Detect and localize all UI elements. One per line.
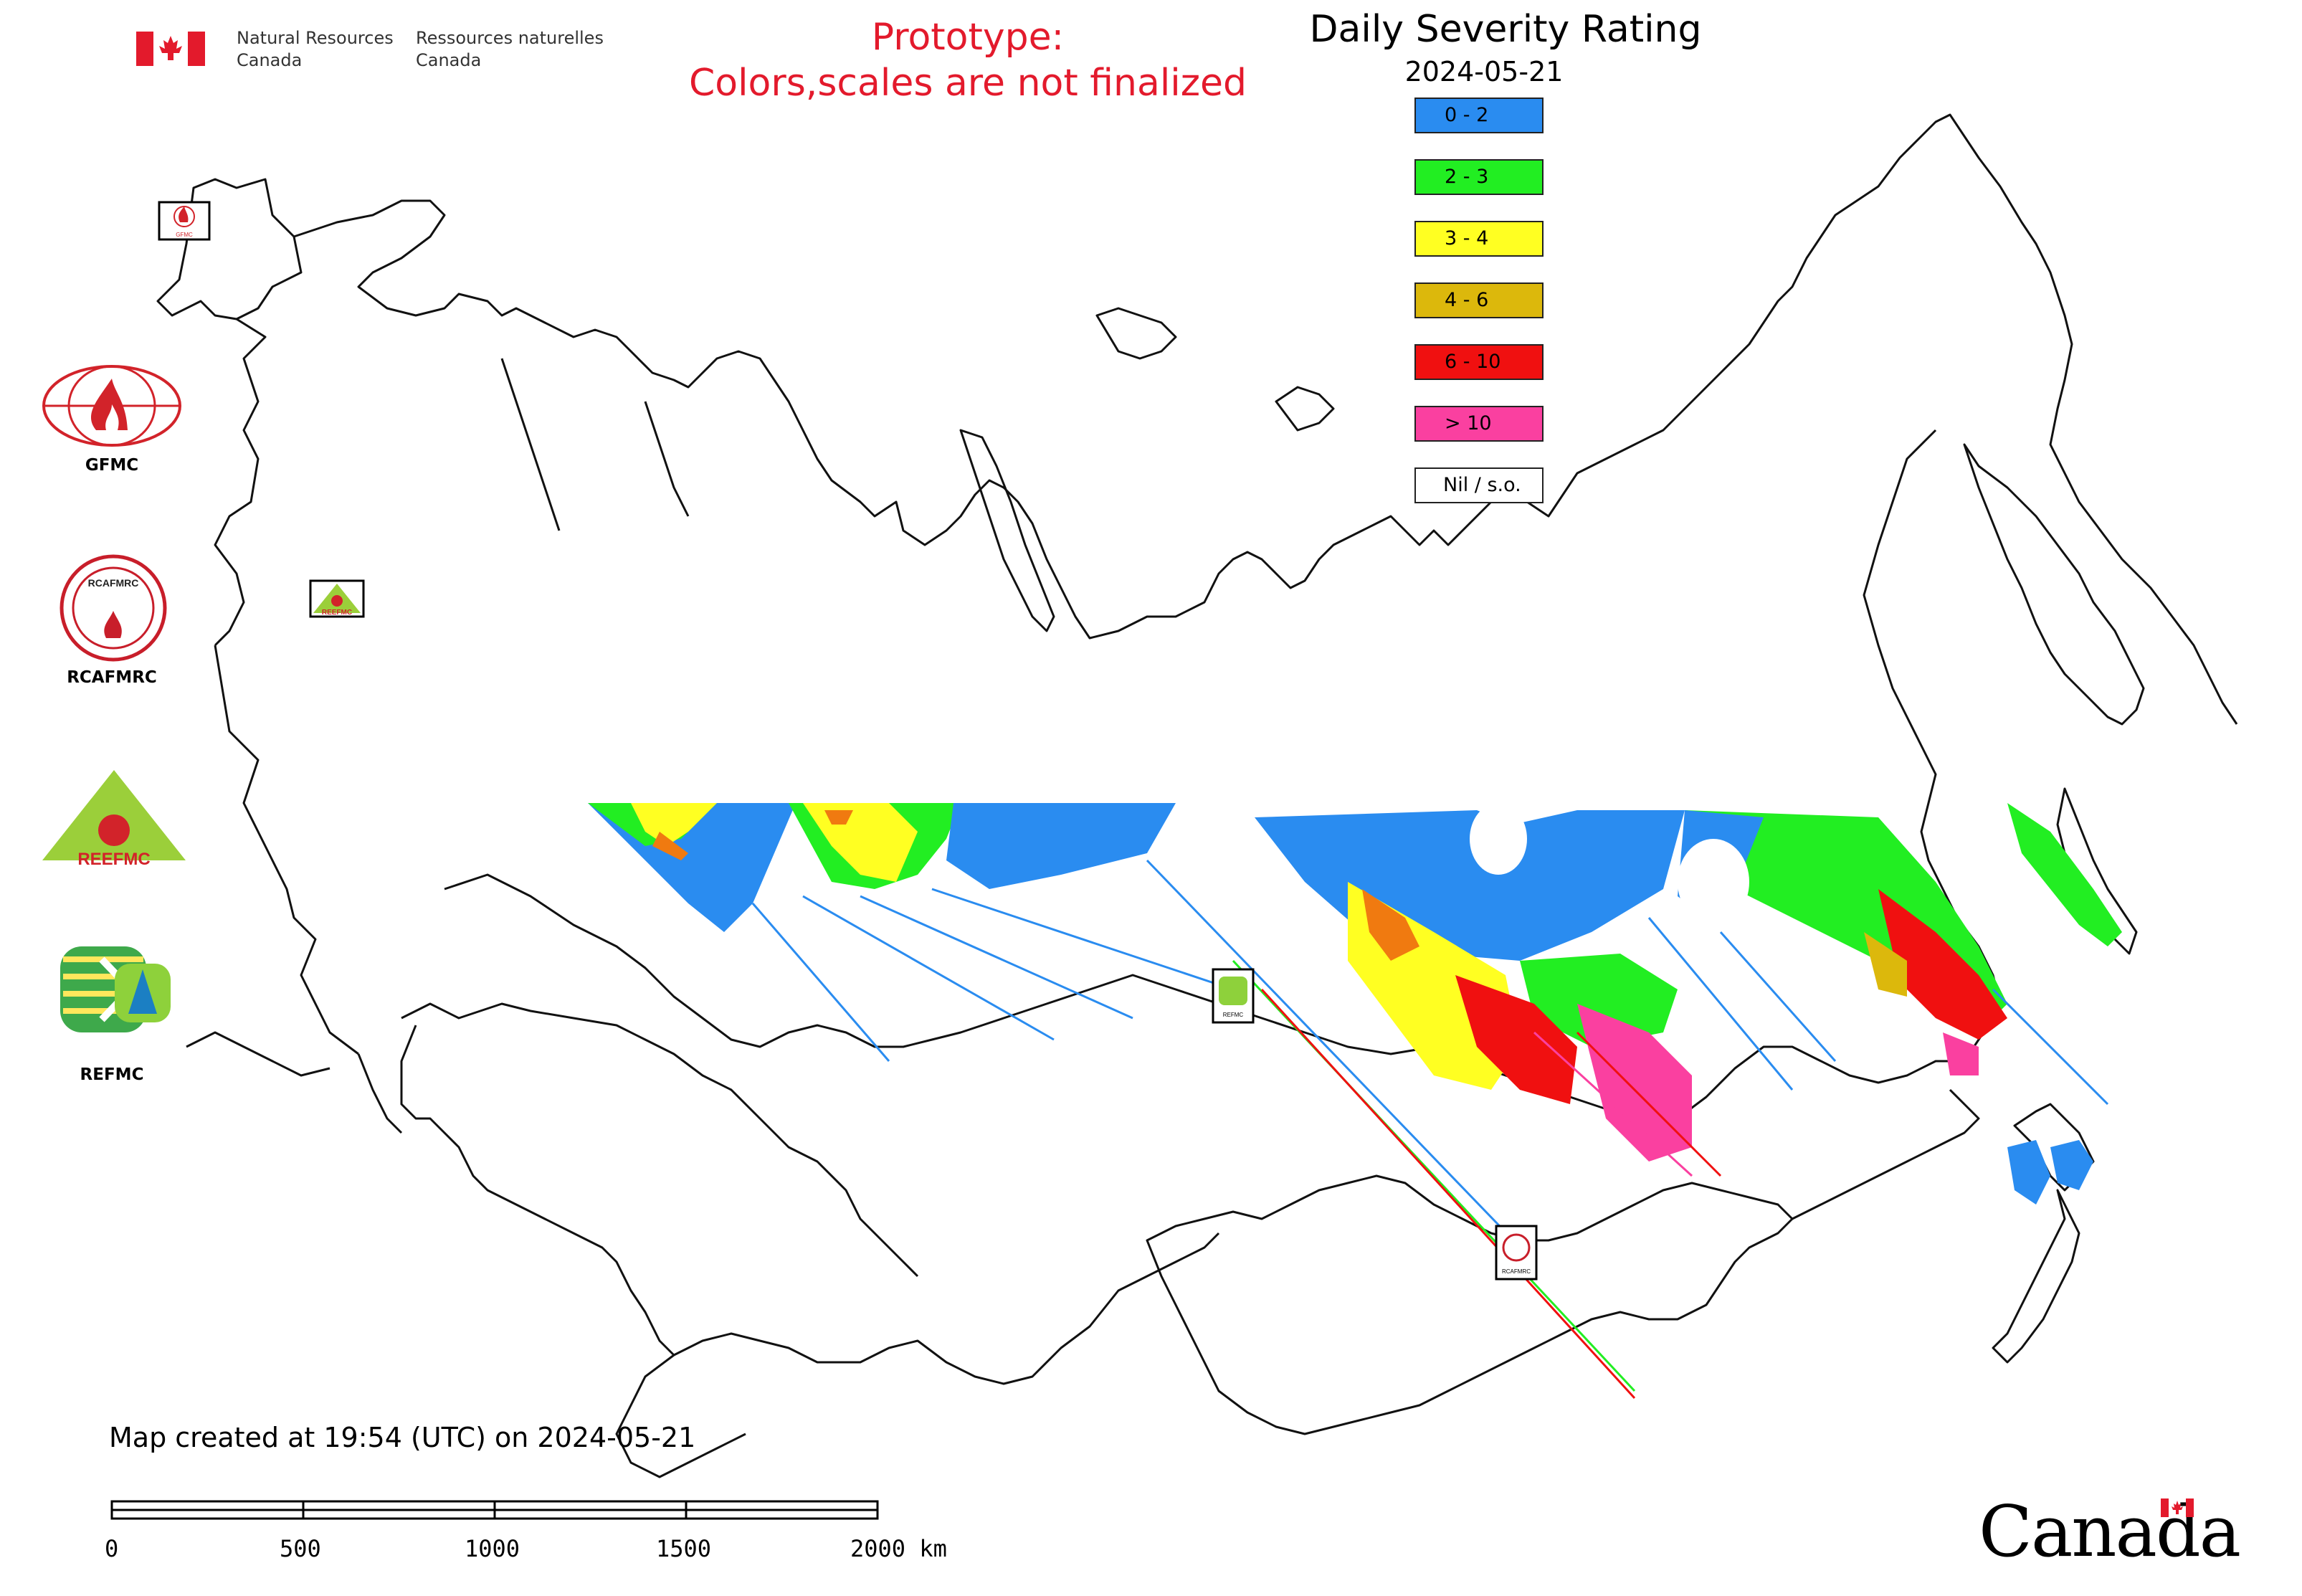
map-logo-refmc[interactable]: REFMC (1212, 968, 1255, 1024)
map-logo-reefmc[interactable]: REEFMC (309, 579, 365, 618)
map-logo-gfmc-label: GFMC (176, 232, 193, 238)
legend-item-gt-10: > 10 (1414, 406, 1544, 442)
reefmc-logo-text: REEFMC (77, 850, 150, 869)
dsr-region-very-high-3 (1362, 889, 1419, 961)
legend-item-2-3: 2 - 3 (1414, 159, 1544, 195)
wordmark-flag-icon (2161, 1498, 2194, 1517)
legend-label: 0 - 2 (1445, 104, 1489, 126)
dsr-region-red-4 (1878, 889, 2007, 1040)
dsr-region-low-2 (946, 803, 1176, 889)
dsr-gap-2 (1678, 839, 1749, 925)
canada-flag-icon (136, 32, 205, 66)
legend-label: Nil / s.o. (1443, 474, 1521, 496)
dsr-region-low-3 (1255, 810, 1685, 961)
refmc-logo-icon[interactable] (59, 945, 172, 1038)
prototype-notice-line2: Colors,scales are not finalized (688, 62, 1247, 105)
refmc-logo-label: REFMC (80, 1065, 144, 1084)
scale-label-0: 0 (105, 1535, 119, 1562)
dsr-region-low-japan-2 (2050, 1140, 2093, 1190)
agency-fr-line1: Ressources naturelles (416, 28, 604, 48)
prototype-notice: Prototype: Colors,scales are not finaliz… (645, 14, 1290, 106)
gfmc-logo-label: GFMC (85, 456, 139, 475)
prototype-notice-line1: Prototype: (871, 16, 1065, 59)
legend-item-4-6: 4 - 6 (1414, 282, 1544, 318)
dsr-region-low-kamchatka (2007, 803, 2122, 946)
agency-name-french: Ressources naturelles Canada (416, 27, 604, 72)
map-logo-rcafmrc-label: RCAFMRC (1502, 1268, 1531, 1275)
map-logo-refmc-label: REFMC (1223, 1012, 1244, 1018)
dsr-region-very-high-2 (824, 810, 853, 825)
dsr-streaks (751, 859, 2109, 1400)
legend-item-6-10: 6 - 10 (1414, 344, 1544, 380)
scale-bar: 0 500 1000 1500 2000 km (86, 1497, 989, 1576)
reefmc-logo-icon[interactable]: REEFMC (39, 767, 189, 875)
legend-label: 3 - 4 (1445, 227, 1489, 250)
dsr-region-orange-4 (1864, 932, 1907, 997)
dsr-raster (588, 803, 2122, 1400)
map-created-timestamp: Map created at 19:54 (UTC) on 2024-05-21 (109, 1422, 696, 1453)
dsr-region-low-japan (2007, 1140, 2050, 1205)
dsr-region-high (631, 803, 717, 846)
legend-label: > 10 (1445, 412, 1492, 434)
agency-fr-line2: Canada (416, 50, 482, 70)
legend-item-nil: Nil / s.o. (1414, 467, 1544, 503)
map-logo-rcafmrc[interactable]: RCAFMRC (1495, 1225, 1538, 1281)
scale-label-1500: 1500 (656, 1535, 712, 1562)
map-logo-reefmc-label: REEFMC (322, 609, 352, 617)
legend-label: 6 - 10 (1445, 351, 1501, 373)
legend-title: Daily Severity Rating (1309, 8, 1702, 51)
rcafmrc-logo-label: RCAFMRC (67, 668, 157, 687)
scale-bar-graphic (110, 1500, 879, 1520)
dsr-region-red-3 (1455, 975, 1577, 1104)
scale-label-1000: 1000 (465, 1535, 520, 1562)
legend-date: 2024-05-21 (1404, 56, 1564, 87)
legend-label: 2 - 3 (1445, 166, 1489, 188)
country-boundaries (156, 113, 2238, 1478)
dsr-gap (1470, 803, 1527, 875)
agency-en-line1: Natural Resources (237, 28, 394, 48)
map-logo-gfmc[interactable]: GFMC (158, 201, 211, 241)
dsr-region-moderate-3 (1520, 954, 1678, 1047)
government-header: Natural Resources Canada Ressources natu… (136, 27, 624, 77)
dsr-region-extreme-4 (1943, 1032, 1979, 1075)
scale-label-500: 500 (280, 1535, 321, 1562)
legend-item-3-4: 3 - 4 (1414, 221, 1544, 257)
canada-wordmark: Canada (1979, 1491, 2241, 1573)
rcafmrc-logo-text: RCAFMRC (88, 577, 139, 589)
dsr-region-extreme-3 (1577, 1004, 1692, 1162)
agency-en-line2: Canada (237, 50, 303, 70)
agency-name-english: Natural Resources Canada (237, 27, 394, 72)
scale-label-2000: 2000 km (850, 1535, 947, 1562)
rcafmrc-logo-icon[interactable]: RCAFMRC (57, 552, 169, 664)
dsr-region-very-high (652, 832, 688, 860)
gfmc-logo-icon[interactable] (40, 364, 184, 450)
legend-item-0-2: 0 - 2 (1414, 98, 1544, 133)
legend-label: 4 - 6 (1445, 289, 1489, 311)
